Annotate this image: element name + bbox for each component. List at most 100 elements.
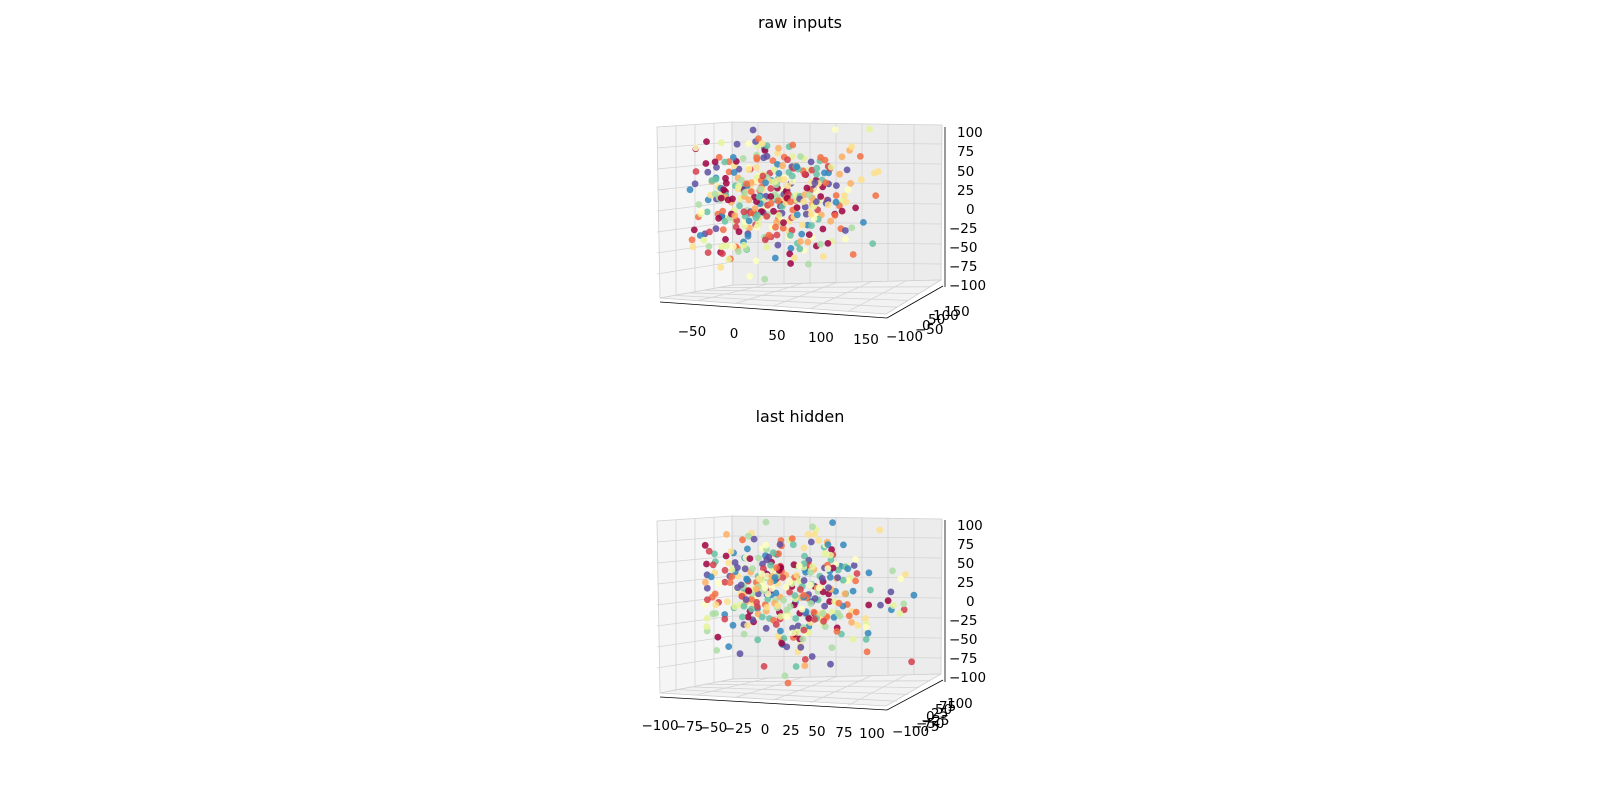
scatter-point (731, 212, 739, 220)
scatter-point (807, 538, 815, 546)
grid-line (731, 261, 943, 265)
scatter-point (711, 190, 719, 198)
scatter-point (769, 157, 777, 165)
scatter-point (731, 603, 739, 610)
scatter-point (786, 588, 793, 596)
grid-line (656, 261, 733, 275)
scatter-point (812, 187, 820, 195)
scatter-point (832, 198, 840, 206)
scatter-point (852, 577, 859, 585)
scatter-point (741, 189, 748, 197)
scatter-point (902, 571, 909, 578)
scatter-point (725, 559, 733, 567)
scatter-point (811, 531, 818, 538)
scatter-point (781, 672, 789, 680)
scatter-point (738, 176, 745, 184)
scatter-point (825, 584, 832, 591)
grid-line (703, 289, 920, 294)
scatter-point (711, 158, 719, 166)
z-tick-label: 75 (957, 537, 974, 553)
scatter-point (801, 662, 809, 670)
scatter-point (715, 153, 723, 161)
scatter-point (849, 635, 857, 643)
scatter-point (721, 578, 729, 586)
scatter-point (790, 254, 798, 262)
scatter-point (708, 177, 716, 184)
scatter-point (767, 578, 774, 586)
scatter-point (848, 619, 855, 626)
scatter-point (797, 643, 805, 651)
scatter-point (719, 226, 727, 234)
scatter-point (763, 243, 771, 251)
scatter-point (734, 564, 741, 571)
grid-line (689, 686, 909, 695)
x-tick-label: −100 (641, 718, 678, 734)
scatter-point (807, 211, 815, 218)
grid-line (656, 161, 733, 170)
scatter-point (791, 592, 799, 599)
scatter-point (755, 554, 762, 562)
scatter-point (834, 574, 841, 581)
scatter-point (815, 537, 822, 544)
scatter-point (817, 240, 824, 248)
scatter-point (762, 541, 770, 549)
y-tick-label: 75 (939, 699, 956, 715)
scatter-point (799, 221, 806, 229)
scatter-point (750, 535, 758, 543)
scatter-point (745, 196, 753, 204)
scatter-point (690, 226, 698, 234)
scatter-point (800, 591, 808, 599)
scatter-point (774, 602, 782, 609)
y-tick-label: 150 (944, 304, 970, 320)
grid-line (697, 283, 768, 302)
z-tick-label: 75 (957, 144, 974, 160)
chart-title: raw inputs (758, 13, 842, 32)
scatter-point (729, 621, 737, 629)
grid-line (718, 680, 931, 682)
scatter-point (695, 201, 703, 208)
scatter-point (755, 575, 763, 583)
scatter-point (849, 587, 857, 595)
scatter-point (787, 245, 795, 252)
scatter-point (705, 547, 713, 555)
x-tick-label: 100 (859, 726, 885, 742)
z-tick-label: 100 (957, 125, 983, 141)
x-tick-label: −75 (675, 719, 704, 735)
chart-title: last hidden (756, 407, 845, 426)
scatter-point (759, 172, 767, 180)
scatter-point (743, 575, 750, 583)
scatter-point (718, 139, 725, 147)
scatter-point (709, 561, 717, 569)
scatter-point (735, 165, 743, 173)
scatter-point (890, 602, 897, 609)
scatter-point (841, 590, 849, 598)
y-tick-label: 0 (922, 318, 931, 334)
scatter-point (749, 565, 756, 572)
y-tick-label: −100 (892, 724, 929, 740)
z-tick-label: −50 (949, 632, 978, 648)
scatter-point (821, 550, 829, 557)
scatter-point (753, 164, 760, 171)
scatter-point (767, 561, 774, 569)
scatter-point (712, 225, 720, 233)
grid-line (731, 161, 943, 165)
grid-line (656, 535, 733, 543)
scatter-point (807, 158, 815, 166)
scatter-point (783, 643, 791, 651)
scatter-point (776, 175, 783, 183)
scatter-point (772, 589, 780, 597)
scatter-point (843, 166, 851, 174)
scatter-point (862, 623, 870, 631)
scatter-point (900, 606, 908, 614)
scatter-point (820, 253, 827, 260)
scatter-point (801, 552, 808, 560)
scatter-point (852, 608, 860, 616)
scatter-point (821, 602, 828, 610)
z-tick-label: 0 (966, 594, 975, 610)
scatter-point (797, 238, 804, 245)
scatter-point (793, 211, 801, 219)
scatter-point (774, 241, 782, 249)
scatter-point (701, 541, 709, 549)
scatter-point (724, 598, 731, 606)
